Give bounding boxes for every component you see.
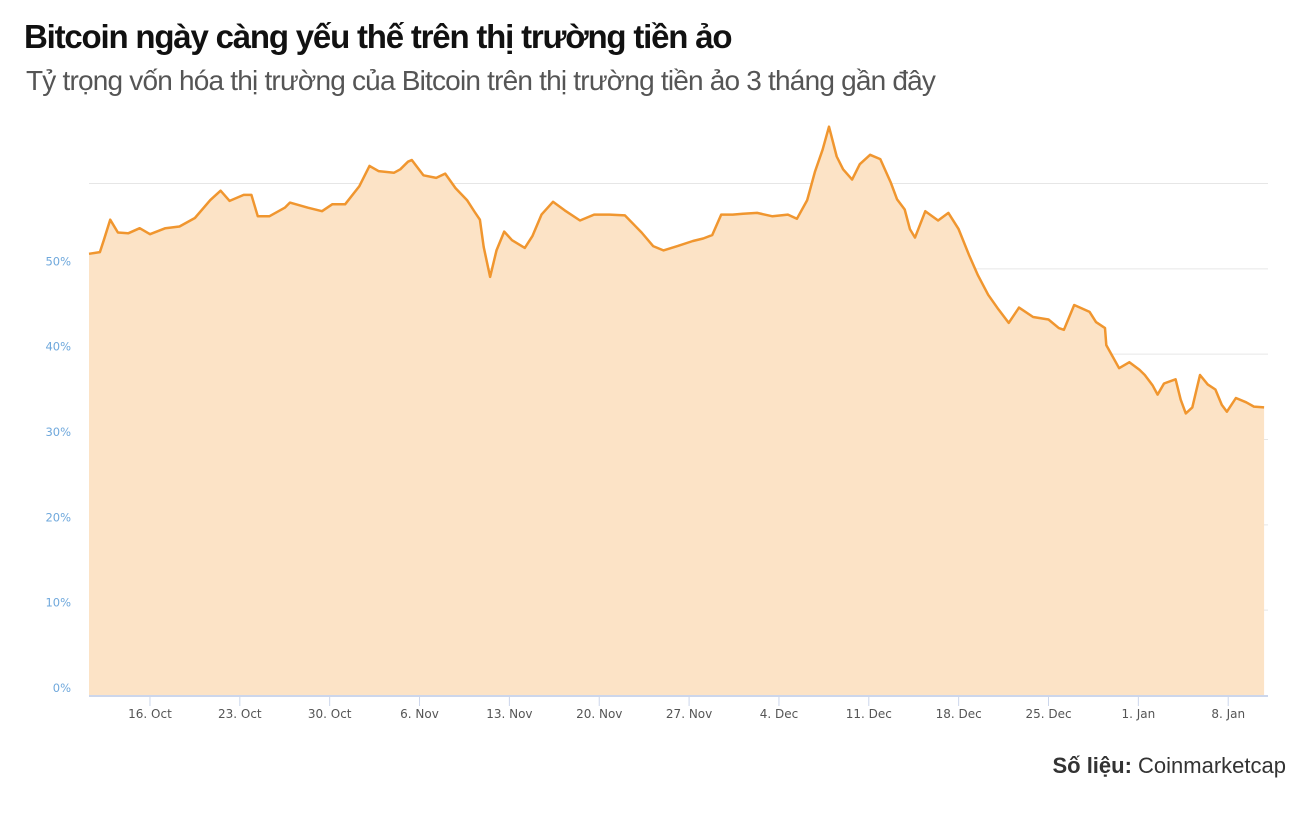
source-value: Coinmarketcap xyxy=(1138,753,1286,778)
y-tick-label: 30% xyxy=(45,425,71,439)
chart-subtitle: Tỷ trọng vốn hóa thị trường của Bitcoin … xyxy=(26,65,936,96)
data-line xyxy=(88,125,1265,415)
x-tick-label: 25. Dec xyxy=(1025,707,1071,721)
y-tick-label: 40% xyxy=(45,340,71,354)
x-tick-label: 4. Dec xyxy=(760,707,798,721)
chart-title: Bitcoin ngày càng yếu thế trên thị trườn… xyxy=(24,18,732,55)
y-tick-label: 50% xyxy=(45,254,71,268)
y-axis-labels: 0% 10% 20% 30% 40% 50% xyxy=(45,254,71,695)
x-tick-label: 23. Oct xyxy=(218,707,262,721)
x-axis-labels: 16. Oct 23. Oct 30. Oct 6. Nov 13. Nov 20. No… xyxy=(128,696,1245,721)
x-tick-label: 6. Nov xyxy=(400,707,439,721)
x-tick-label: 8. Jan xyxy=(1211,707,1245,721)
area-fill xyxy=(89,126,1265,695)
x-tick-label: 20. Nov xyxy=(576,707,622,721)
x-tick-label: 1. Jan xyxy=(1121,707,1155,721)
source-credit: Số liệu: Coinmarketcap xyxy=(1052,753,1286,779)
x-tick-label: 13. Nov xyxy=(486,707,532,721)
x-tick-label: 27. Nov xyxy=(666,707,712,721)
y-tick-label: 10% xyxy=(45,596,71,610)
y-tick-label: 20% xyxy=(45,510,71,524)
x-tick-label: 30. Oct xyxy=(308,707,352,721)
x-tick-label: 16. Oct xyxy=(128,707,172,721)
x-tick-label: 11. Dec xyxy=(846,707,892,721)
source-label: Số liệu: xyxy=(1052,753,1132,778)
x-tick-label: 18. Dec xyxy=(936,707,982,721)
y-tick-label: 0% xyxy=(53,681,71,695)
